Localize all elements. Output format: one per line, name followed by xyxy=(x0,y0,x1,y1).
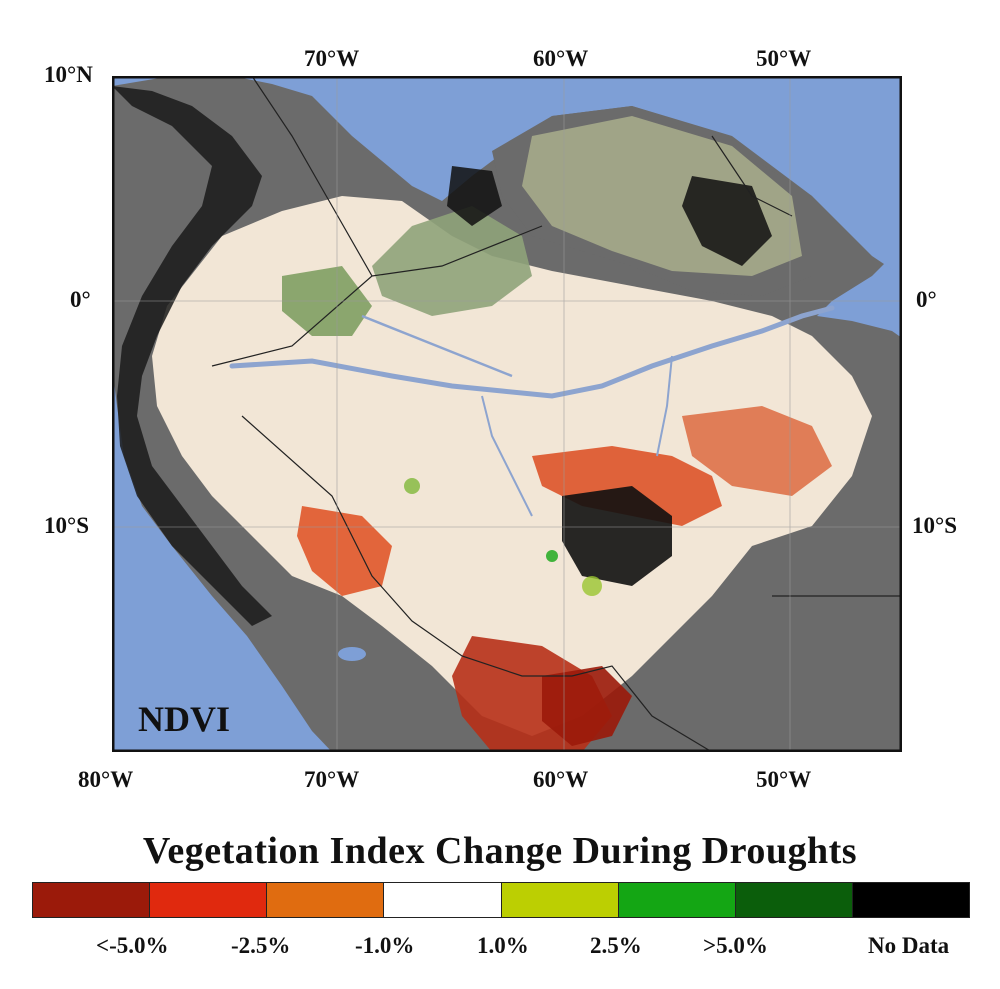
legend-tick-label: 2.5% xyxy=(590,933,642,958)
legend-tick-label: -1.0% xyxy=(355,933,415,958)
forest-region xyxy=(152,116,872,752)
legend-title: Vegetation Index Change During Droughts xyxy=(142,830,858,872)
legend-swatch xyxy=(267,883,385,917)
lat-label-right-0: 0° xyxy=(916,287,937,312)
amazon-ndvi-map: NDVI xyxy=(112,76,902,752)
lat-label-left-10s: 10°S xyxy=(44,513,89,538)
legend-tick-label: -2.5% xyxy=(231,933,291,958)
legend-swatch xyxy=(852,883,969,917)
legend-tick-label: 1.0% xyxy=(477,933,529,958)
legend-tick-label: No Data xyxy=(868,933,950,958)
lon-label-top-70w: 70°W xyxy=(304,46,360,71)
lon-label-bottom-70w: 70°W xyxy=(304,767,360,792)
ndvi-label: NDVI xyxy=(138,699,230,739)
lon-label-top-50w: 50°W xyxy=(756,46,812,71)
lat-label-left-0: 0° xyxy=(70,287,91,312)
legend-tick-label: >5.0% xyxy=(703,933,768,958)
negro-river xyxy=(361,314,513,378)
legend-swatch xyxy=(735,883,853,917)
lat-label-left-10n: 10°N xyxy=(44,62,93,87)
lat-label-right-10s: 10°S xyxy=(912,513,957,538)
legend-tick-label: <-5.0% xyxy=(96,933,169,958)
legend-swatch xyxy=(150,883,268,917)
lake-titicaca xyxy=(338,647,366,661)
caribbean-sea xyxy=(232,76,902,276)
country-borders xyxy=(211,76,902,752)
legend-swatch xyxy=(618,883,736,917)
legend-swatch xyxy=(501,883,619,917)
amazon-river xyxy=(229,305,835,399)
lon-label-bottom-80w: 80°W xyxy=(78,767,134,792)
legend-color-bar xyxy=(32,882,970,918)
lon-label-top-60w: 60°W xyxy=(533,46,589,71)
madeira-river xyxy=(481,395,533,517)
andes-no-data-band xyxy=(112,86,272,626)
legend-swatch xyxy=(33,883,151,917)
lon-label-bottom-60w: 60°W xyxy=(533,767,589,792)
tapajos-river xyxy=(656,355,673,457)
map-frame xyxy=(112,76,902,752)
legend-swatch xyxy=(384,883,502,917)
graticule xyxy=(112,76,902,752)
lon-label-bottom-50w: 50°W xyxy=(756,767,812,792)
